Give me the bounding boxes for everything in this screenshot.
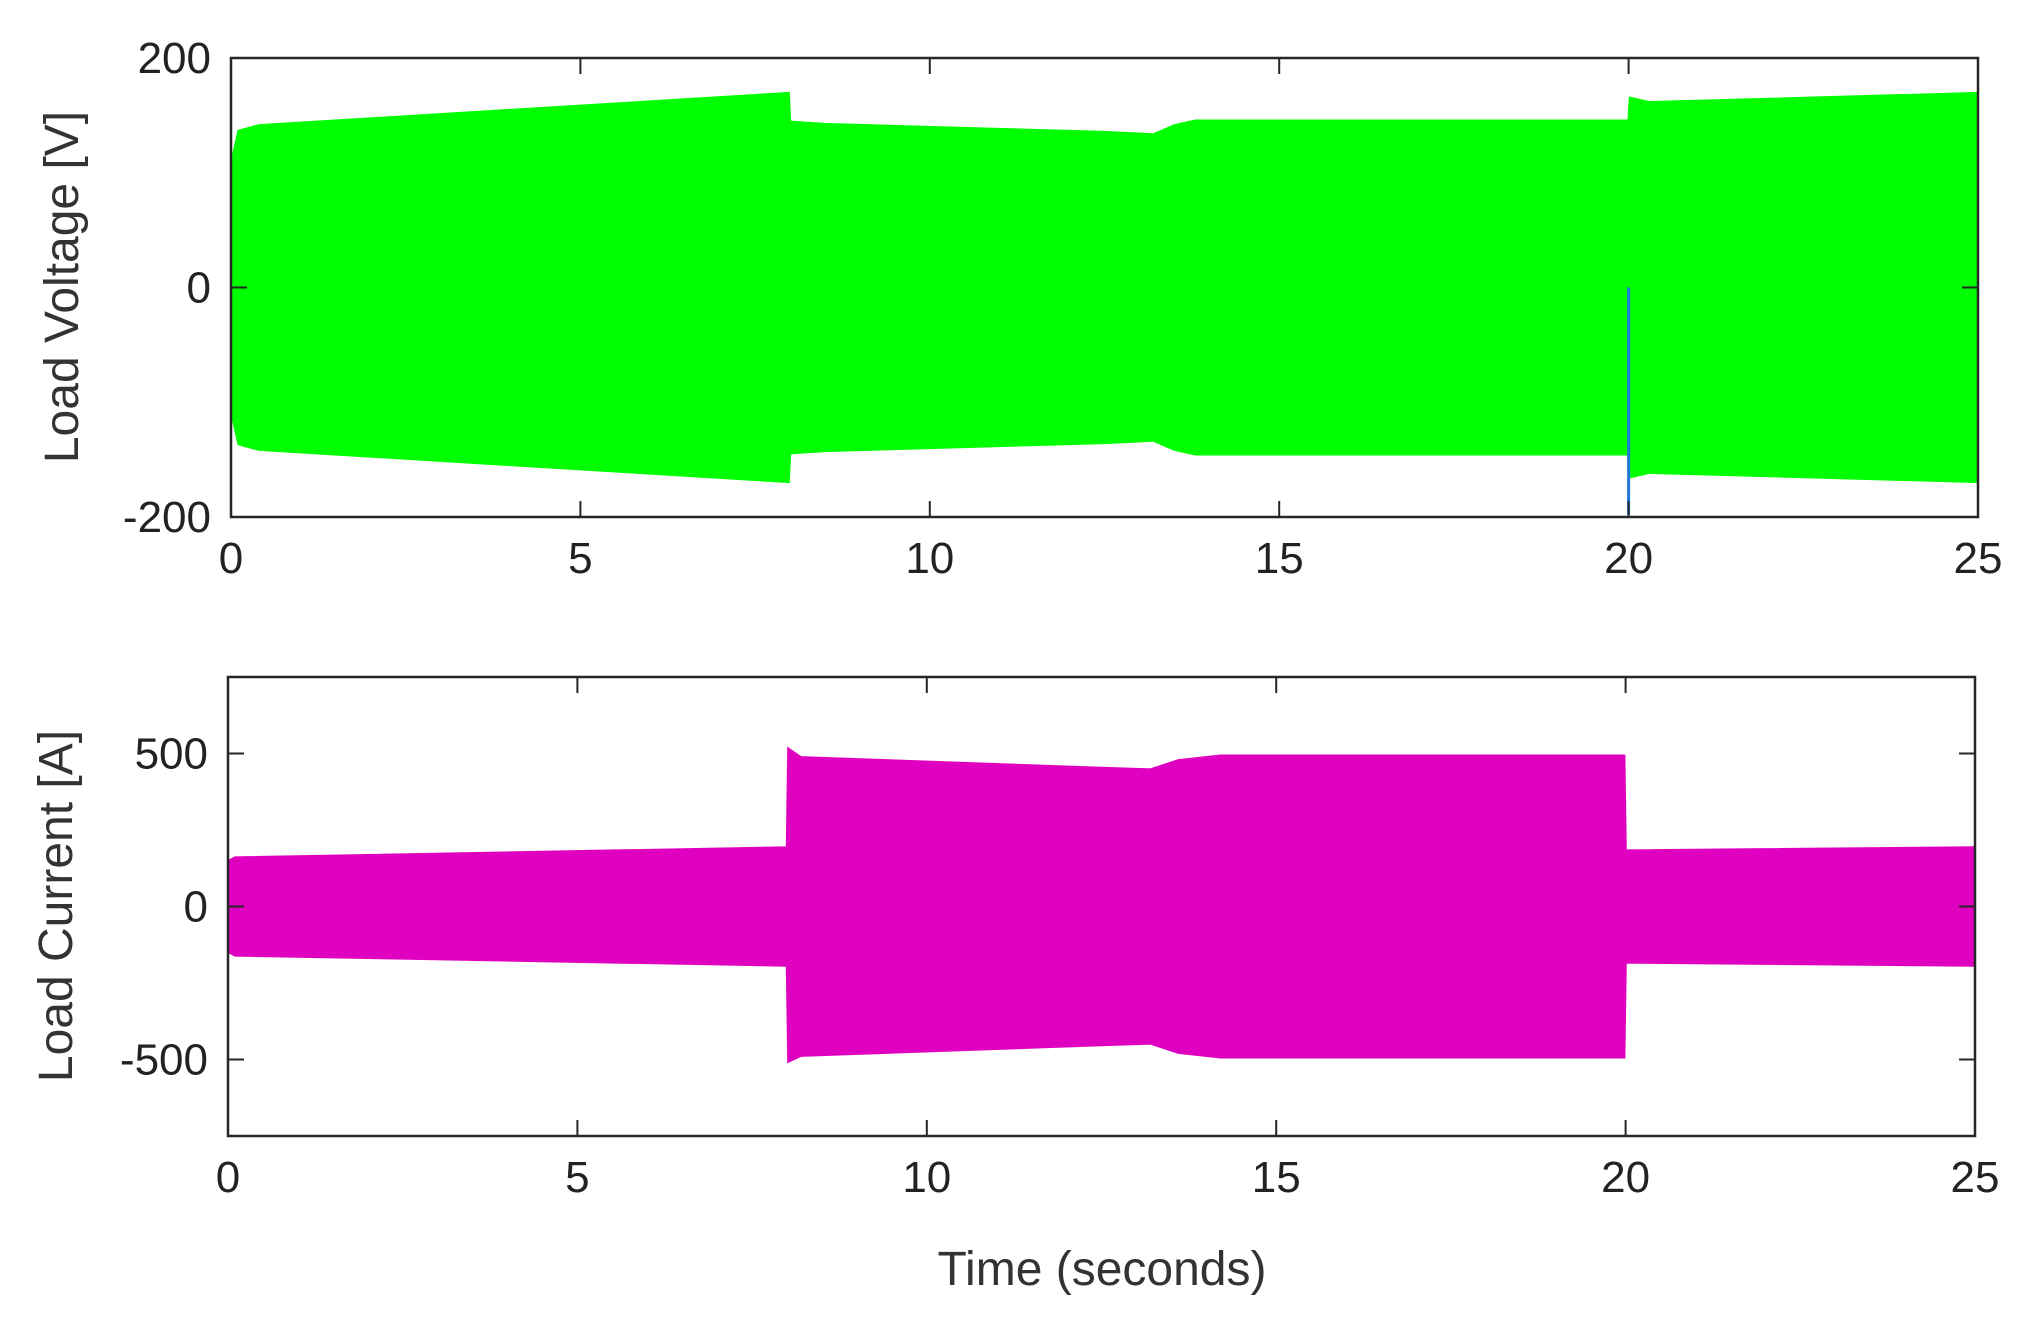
voltage-xtick-label: 10 — [905, 534, 954, 583]
voltage-xtick-label: 5 — [568, 534, 592, 583]
current-ylabel: Load Current [A] — [30, 730, 83, 1082]
voltage-xtick-label: 20 — [1604, 534, 1653, 583]
voltage-ylabel: Load Voltage [V] — [36, 111, 89, 463]
current-ticks: 0 5 10 15 20 25 -500 0 500 — [120, 677, 2000, 1202]
current-xtick-label: 5 — [565, 1153, 589, 1202]
voltage-xtick-label: 25 — [1954, 534, 2003, 583]
current-xtick-label: 25 — [1951, 1153, 2000, 1202]
current-ytick-label: -500 — [120, 1036, 208, 1085]
current-panel: 0 5 10 15 20 25 -500 0 500 Load Current [A] — [30, 675, 2000, 1202]
current-xtick-label: 0 — [216, 1153, 240, 1202]
current-xtick-label: 20 — [1601, 1153, 1650, 1202]
voltage-xtick-label: 15 — [1255, 534, 1304, 583]
voltage-ytick-label: 0 — [187, 264, 211, 313]
voltage-signal-envelope — [230, 91, 1979, 484]
current-ytick-label: 0 — [184, 883, 208, 932]
current-xtick-label: 10 — [902, 1153, 951, 1202]
current-ytick-label: 500 — [135, 730, 208, 779]
voltage-ytick-label: 200 — [138, 34, 211, 83]
current-xtick-label: 15 — [1252, 1153, 1301, 1202]
voltage-xtick-label: 0 — [219, 534, 243, 583]
voltage-ytick-label: -200 — [123, 493, 211, 542]
xlabel: Time (seconds) — [938, 1243, 1267, 1296]
